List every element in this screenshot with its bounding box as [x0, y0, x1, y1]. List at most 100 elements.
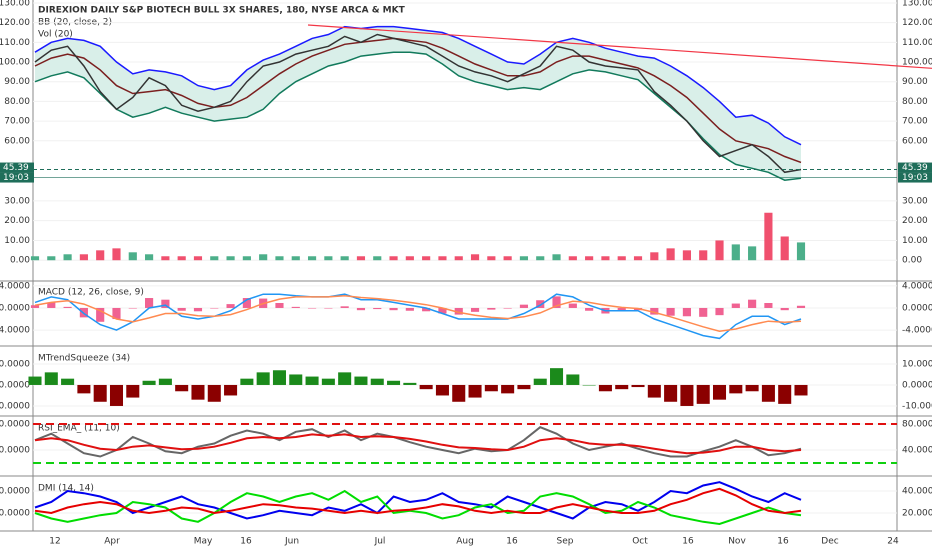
series-line: [34, 433, 802, 455]
bar: [536, 256, 545, 261]
bar: [552, 254, 561, 261]
y-tick-label: 80.00: [4, 97, 30, 107]
y-tick-label: 100.00: [902, 58, 932, 68]
bar: [680, 384, 694, 406]
bar: [356, 256, 366, 261]
bar: [731, 244, 740, 261]
y-tick-label: 120.00: [902, 18, 932, 28]
y-tick-label: -4.0000: [902, 326, 932, 336]
x-tick-label: Aug: [456, 537, 474, 547]
y-tick-label: 10.00: [902, 236, 928, 246]
bar: [405, 307, 414, 311]
bar: [568, 303, 577, 308]
y-tick-label: 130.00: [902, 0, 932, 8]
y-tick-label: 0.0000: [0, 303, 30, 313]
series-line: [34, 51, 802, 181]
bar: [731, 303, 740, 308]
bar: [109, 384, 124, 406]
bb-fill: [35, 26, 801, 181]
y-tick-label: 40.0000: [0, 486, 30, 496]
series-line: [34, 489, 802, 526]
bar: [696, 384, 710, 404]
y-tick-label: -4.0000: [0, 326, 30, 336]
series-line: [34, 293, 802, 340]
bar: [552, 296, 561, 308]
bar: [682, 307, 691, 317]
x-tick-label: 16: [777, 537, 789, 547]
bar: [356, 307, 366, 311]
bar: [438, 307, 447, 314]
bar: [28, 376, 42, 385]
bar: [112, 248, 121, 261]
bar: [748, 246, 757, 261]
bar: [175, 384, 189, 392]
bar: [422, 256, 431, 261]
indicator-label: Vol (20): [38, 30, 73, 40]
y-tick-label: 30.00: [902, 196, 928, 206]
bar: [585, 307, 594, 311]
series-line: [34, 481, 802, 520]
last-price-label: 45.39: [3, 163, 29, 173]
symbol-title: DIREXION DAILY S&P BIOTECH BULL 3X SHARE…: [38, 6, 406, 16]
y-tick-label: 110.00: [902, 38, 932, 48]
bar: [259, 254, 268, 261]
bar: [615, 384, 629, 390]
y-tick-label: 0.00: [902, 256, 922, 266]
bar: [93, 384, 107, 402]
bar: [601, 256, 610, 261]
bar: [568, 256, 577, 261]
bar: [468, 384, 482, 398]
bar: [44, 372, 58, 385]
y-tick-label: 20.00: [4, 216, 30, 226]
price-label-box: [0, 162, 34, 173]
y-tick-label: 120.00: [0, 18, 30, 28]
bar: [435, 384, 449, 396]
y-tick-label: 0.0000: [902, 303, 932, 313]
bar: [226, 256, 235, 261]
y-tick-label: -10.0000: [0, 401, 30, 411]
bar: [729, 384, 743, 394]
series-line: [34, 25, 802, 146]
bar: [305, 376, 319, 385]
bar: [193, 256, 203, 261]
bar: [487, 307, 496, 310]
bar: [796, 305, 806, 308]
bar: [77, 384, 91, 394]
bar: [715, 307, 724, 316]
x-tick-label: Oct: [632, 537, 648, 547]
bar: [112, 307, 121, 320]
bar: [79, 254, 88, 261]
bar: [454, 307, 463, 315]
bar: [484, 384, 498, 392]
y-tick-label: 4.0000: [902, 281, 932, 291]
bar: [291, 256, 300, 261]
bar: [47, 302, 56, 308]
x-tick-label: 16: [240, 537, 252, 547]
bar: [794, 384, 808, 396]
bar: [517, 384, 531, 390]
bar: [158, 378, 172, 385]
trend-line: [307, 24, 932, 69]
series-line: [34, 33, 802, 174]
bar: [650, 252, 659, 261]
bar: [647, 384, 661, 398]
bar: [387, 380, 401, 385]
bar: [780, 307, 789, 311]
bar: [340, 256, 349, 261]
bar: [617, 256, 626, 261]
bar: [501, 384, 515, 394]
series-line: [34, 295, 802, 332]
bar: [210, 256, 219, 261]
bar: [438, 256, 447, 261]
bar: [650, 307, 659, 315]
bar: [307, 256, 317, 261]
bar: [503, 256, 512, 261]
x-tick-label: May: [194, 537, 213, 547]
bar: [536, 300, 545, 308]
bar: [177, 256, 186, 261]
y-tick-label: 40.0000: [902, 445, 932, 455]
x-tick-label: Apr: [104, 537, 120, 547]
bar: [764, 303, 773, 308]
pane-title: RSI_EMA_ (11, 10): [38, 424, 120, 434]
